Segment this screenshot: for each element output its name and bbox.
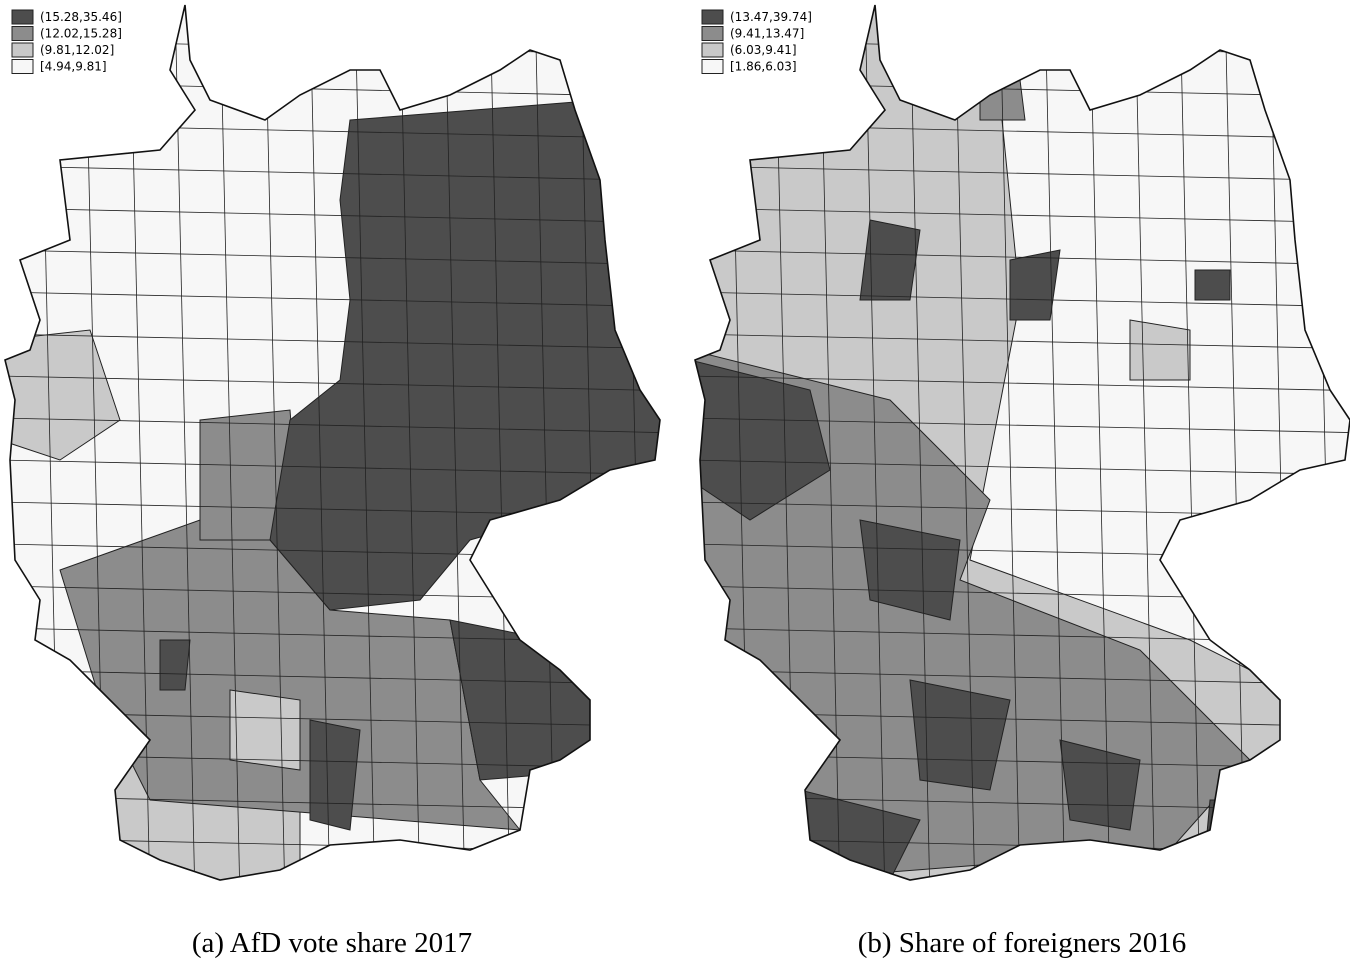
legend-label: [1.86,6.03] [730,60,797,74]
map [5,0,690,900]
district-border [954,5,976,880]
legend-swatch [11,26,34,41]
district-border [864,5,886,880]
district-border [695,249,1350,266]
district-border [219,5,241,880]
caption: (b) Share of foreigners 2016 [858,927,1187,959]
district-border [1134,5,1156,880]
legend-label: [4.94,9.81] [40,60,107,74]
legend-swatch [701,42,724,58]
legend-label: (12.02,15.28] [40,27,122,41]
region [269,99,660,611]
district-border [695,459,1350,476]
legend-swatch [701,26,724,41]
legend-label: (9.81,12.02] [40,43,114,57]
district-border [695,333,1350,350]
region [859,519,961,621]
region [1194,269,1231,301]
legend-label: (15.28,35.46] [40,10,122,24]
region [1009,249,1061,321]
district-border [695,375,1350,392]
district-border [5,291,660,308]
district-border [5,459,660,476]
district-border [399,5,421,880]
region [695,359,831,521]
district-border [5,333,660,350]
district-border [354,5,376,880]
legend-swatch [11,9,34,25]
district-border [444,5,466,880]
legend-swatch [11,59,34,74]
region [309,719,361,831]
district-border [999,5,1021,880]
district-border [489,5,511,880]
district-border [309,5,331,880]
legend-swatch [701,9,724,25]
district-border [174,5,196,880]
district-border [670,0,690,900]
district-border [1044,5,1066,880]
legend-swatch [11,42,34,58]
map [695,5,1350,880]
region [909,679,1011,791]
region [5,329,121,461]
district-border [695,417,1350,434]
legend-label: (13.47,39.74] [730,10,812,24]
district-border [5,165,660,182]
country-outline [4,4,661,881]
country-outline [694,4,1350,881]
district-border [534,5,556,880]
legend-swatch [701,59,724,74]
district-border [5,249,660,266]
district-border [5,207,660,224]
legend-label: (6.03,9.41] [730,43,797,57]
district-border [1179,5,1201,880]
legend-label: (9.41,13.47] [730,27,804,41]
district-border [695,207,1350,224]
district-border [909,5,931,880]
district-border [264,5,286,880]
district-border [695,165,1350,182]
district-border [5,879,660,880]
district-border [1089,5,1111,880]
region [159,639,191,691]
region [229,689,301,771]
district-border [695,291,1350,308]
region [859,219,921,301]
district-border [5,375,660,392]
map-panel: (13.47,39.74] (9.41,13.47] (6.03,9.41] [1.8… [694,4,1350,959]
map-panel: (15.28,35.46] (12.02,15.28] (9.81,12.02] [4… [4,0,690,959]
district-border [695,669,1350,686]
region [1129,319,1191,381]
caption: (a) AfD vote share 2017 [192,927,472,959]
district-border [5,417,660,434]
district-border [1224,5,1246,880]
district-border [695,879,1350,880]
district-border [5,669,660,686]
